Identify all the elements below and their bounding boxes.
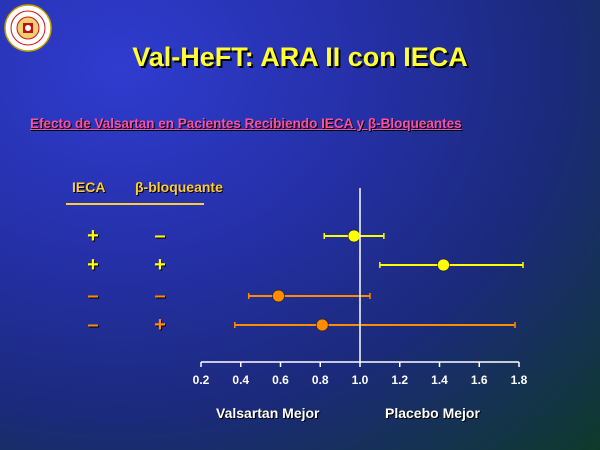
slide-subtitle: Efecto de Valsartan en Pacientes Recibie… <box>30 116 462 131</box>
university-seal-logo <box>4 4 52 52</box>
point-estimate <box>315 318 329 332</box>
x-tick-label: 0.8 <box>312 373 329 387</box>
caption-valsartan-better: Valsartan Mejor <box>216 405 320 421</box>
slide-title: Val-HeFT: ARA II con IECA <box>132 42 468 72</box>
x-tick-label: 0.6 <box>272 373 289 387</box>
header-beta-bloqueante: β-bloqueante <box>135 179 223 195</box>
point-estimate <box>347 229 361 243</box>
x-tick-label: 1.2 <box>391 373 408 387</box>
header-underline <box>66 203 204 205</box>
x-tick-label: 1.4 <box>431 373 448 387</box>
ieca-sign: + <box>87 254 99 276</box>
x-tick-label: 1.0 <box>352 373 369 387</box>
x-tick-label: 1.6 <box>471 373 488 387</box>
beta-bloqueante-sign: – <box>154 225 166 247</box>
point-estimate <box>437 258 450 272</box>
x-tick-label: 1.8 <box>511 373 528 387</box>
ieca-sign: – <box>87 314 99 336</box>
ieca-sign: – <box>87 285 99 307</box>
ieca-sign: + <box>87 225 99 247</box>
caption-placebo-better: Placebo Mejor <box>385 405 480 421</box>
beta-bloqueante-sign: + <box>154 254 166 276</box>
x-tick-label: 0.4 <box>232 373 249 387</box>
beta-bloqueante-sign: + <box>154 314 166 336</box>
point-estimate <box>272 289 285 303</box>
beta-bloqueante-sign: – <box>154 285 166 307</box>
header-ieca: IECA <box>72 179 106 195</box>
x-tick-label: 0.2 <box>193 373 210 387</box>
